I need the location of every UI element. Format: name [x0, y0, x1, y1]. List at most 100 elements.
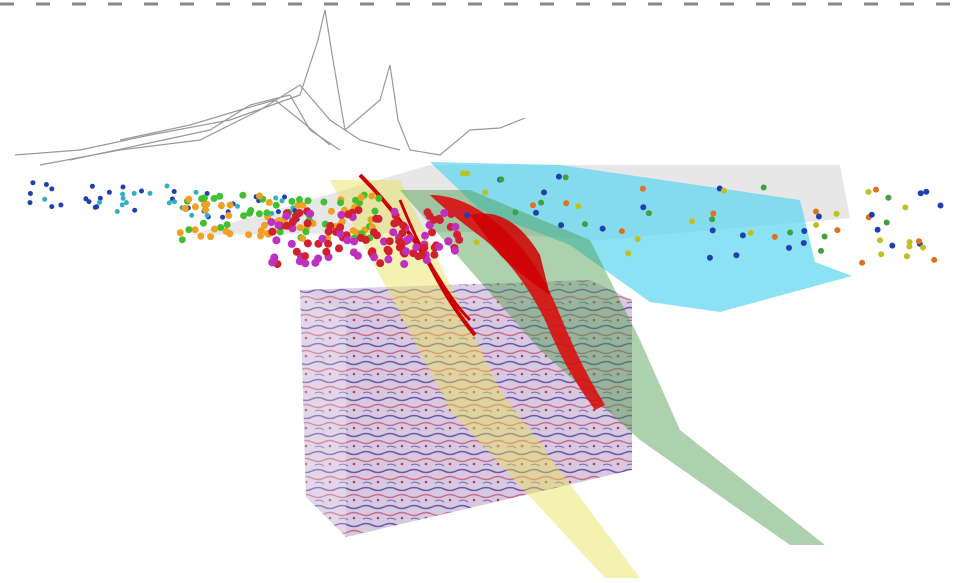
sample-point [139, 189, 144, 194]
sample-point [275, 221, 283, 229]
sample-point [801, 240, 807, 246]
sample-point [920, 245, 926, 251]
sample-point [336, 223, 344, 231]
sample-point [558, 222, 564, 228]
sample-point [115, 209, 120, 214]
geology-scene [0, 0, 956, 583]
sample-point [304, 239, 312, 247]
sample-point [58, 203, 63, 208]
sample-point [337, 211, 345, 219]
sample-point [256, 193, 263, 200]
sample-point [710, 227, 716, 233]
sample-point [182, 205, 189, 212]
page: {} html, body { margin: 0; padding: 0; b… [0, 0, 956, 583]
sample-point [306, 210, 314, 218]
log-curve [40, 85, 400, 165]
sample-point [538, 200, 544, 206]
sample-point [389, 228, 397, 236]
sample-point [28, 200, 33, 205]
sample-point [541, 189, 547, 195]
sample-point [311, 259, 319, 267]
sample-point [889, 243, 895, 249]
sample-point [177, 229, 184, 236]
sample-point [918, 190, 924, 196]
sample-point [218, 202, 225, 209]
sample-point [216, 193, 223, 200]
sample-point [386, 237, 394, 245]
sample-point [619, 228, 625, 234]
sample-point [421, 232, 429, 240]
sample-point [256, 210, 263, 217]
sample-point [885, 195, 891, 201]
sample-point [575, 203, 581, 209]
sample-point [165, 184, 170, 189]
sample-point [396, 243, 404, 251]
sample-point [435, 243, 443, 251]
sample-point [772, 234, 778, 240]
sample-point [464, 212, 470, 218]
sample-point [916, 238, 922, 244]
sample-point [418, 251, 426, 259]
sample-point [167, 200, 172, 205]
sample-point [292, 212, 300, 220]
sample-point [201, 195, 208, 202]
sample-point [276, 209, 281, 214]
sample-point [455, 208, 463, 216]
sample-point [859, 260, 865, 266]
sample-point [813, 222, 819, 228]
sample-point [280, 198, 285, 203]
sample-point [420, 244, 428, 252]
sample-point [444, 237, 452, 245]
sample-point [207, 233, 214, 240]
sample-point [257, 232, 264, 239]
sample-point [197, 233, 204, 240]
sample-point [375, 195, 382, 202]
sample-point [646, 210, 652, 216]
sample-point [185, 226, 192, 233]
sample-point [640, 186, 646, 192]
sample-point [451, 247, 459, 255]
sample-point [189, 213, 194, 218]
sample-point [240, 212, 247, 219]
sample-point [464, 171, 470, 177]
sample-point [600, 226, 606, 232]
sample-point [320, 199, 327, 206]
sample-point [192, 226, 199, 233]
sample-point [194, 190, 199, 195]
sample-point [869, 212, 875, 218]
sample-point [44, 182, 49, 187]
sample-point [226, 230, 233, 237]
sample-point [235, 204, 240, 209]
sample-point [834, 227, 840, 233]
sample-point [355, 206, 363, 214]
sample-point [733, 252, 739, 258]
sample-point [305, 197, 312, 204]
sample-point [299, 202, 306, 209]
sample-point [923, 189, 929, 195]
sample-point [635, 236, 641, 242]
sample-point [813, 209, 819, 215]
sample-point [121, 185, 126, 190]
sample-point [192, 203, 199, 210]
sample-point [875, 227, 881, 233]
sample-point [877, 237, 883, 243]
box-left-shade [300, 290, 346, 537]
sample-point [822, 234, 828, 240]
sample-point [370, 253, 378, 261]
sample-point [748, 230, 754, 236]
sample-point [530, 202, 536, 208]
sample-point [873, 187, 879, 193]
sample-point [337, 199, 344, 206]
sample-point [297, 224, 304, 231]
sample-point [335, 244, 343, 252]
sample-point [430, 251, 438, 259]
sample-point [288, 198, 295, 205]
sample-point [906, 244, 912, 250]
sample-point [225, 212, 232, 219]
sample-point [357, 234, 365, 242]
log-curve [15, 10, 525, 155]
sample-point [273, 202, 280, 209]
sample-point [220, 215, 225, 220]
sample-point [721, 188, 727, 194]
sample-point [28, 191, 33, 196]
